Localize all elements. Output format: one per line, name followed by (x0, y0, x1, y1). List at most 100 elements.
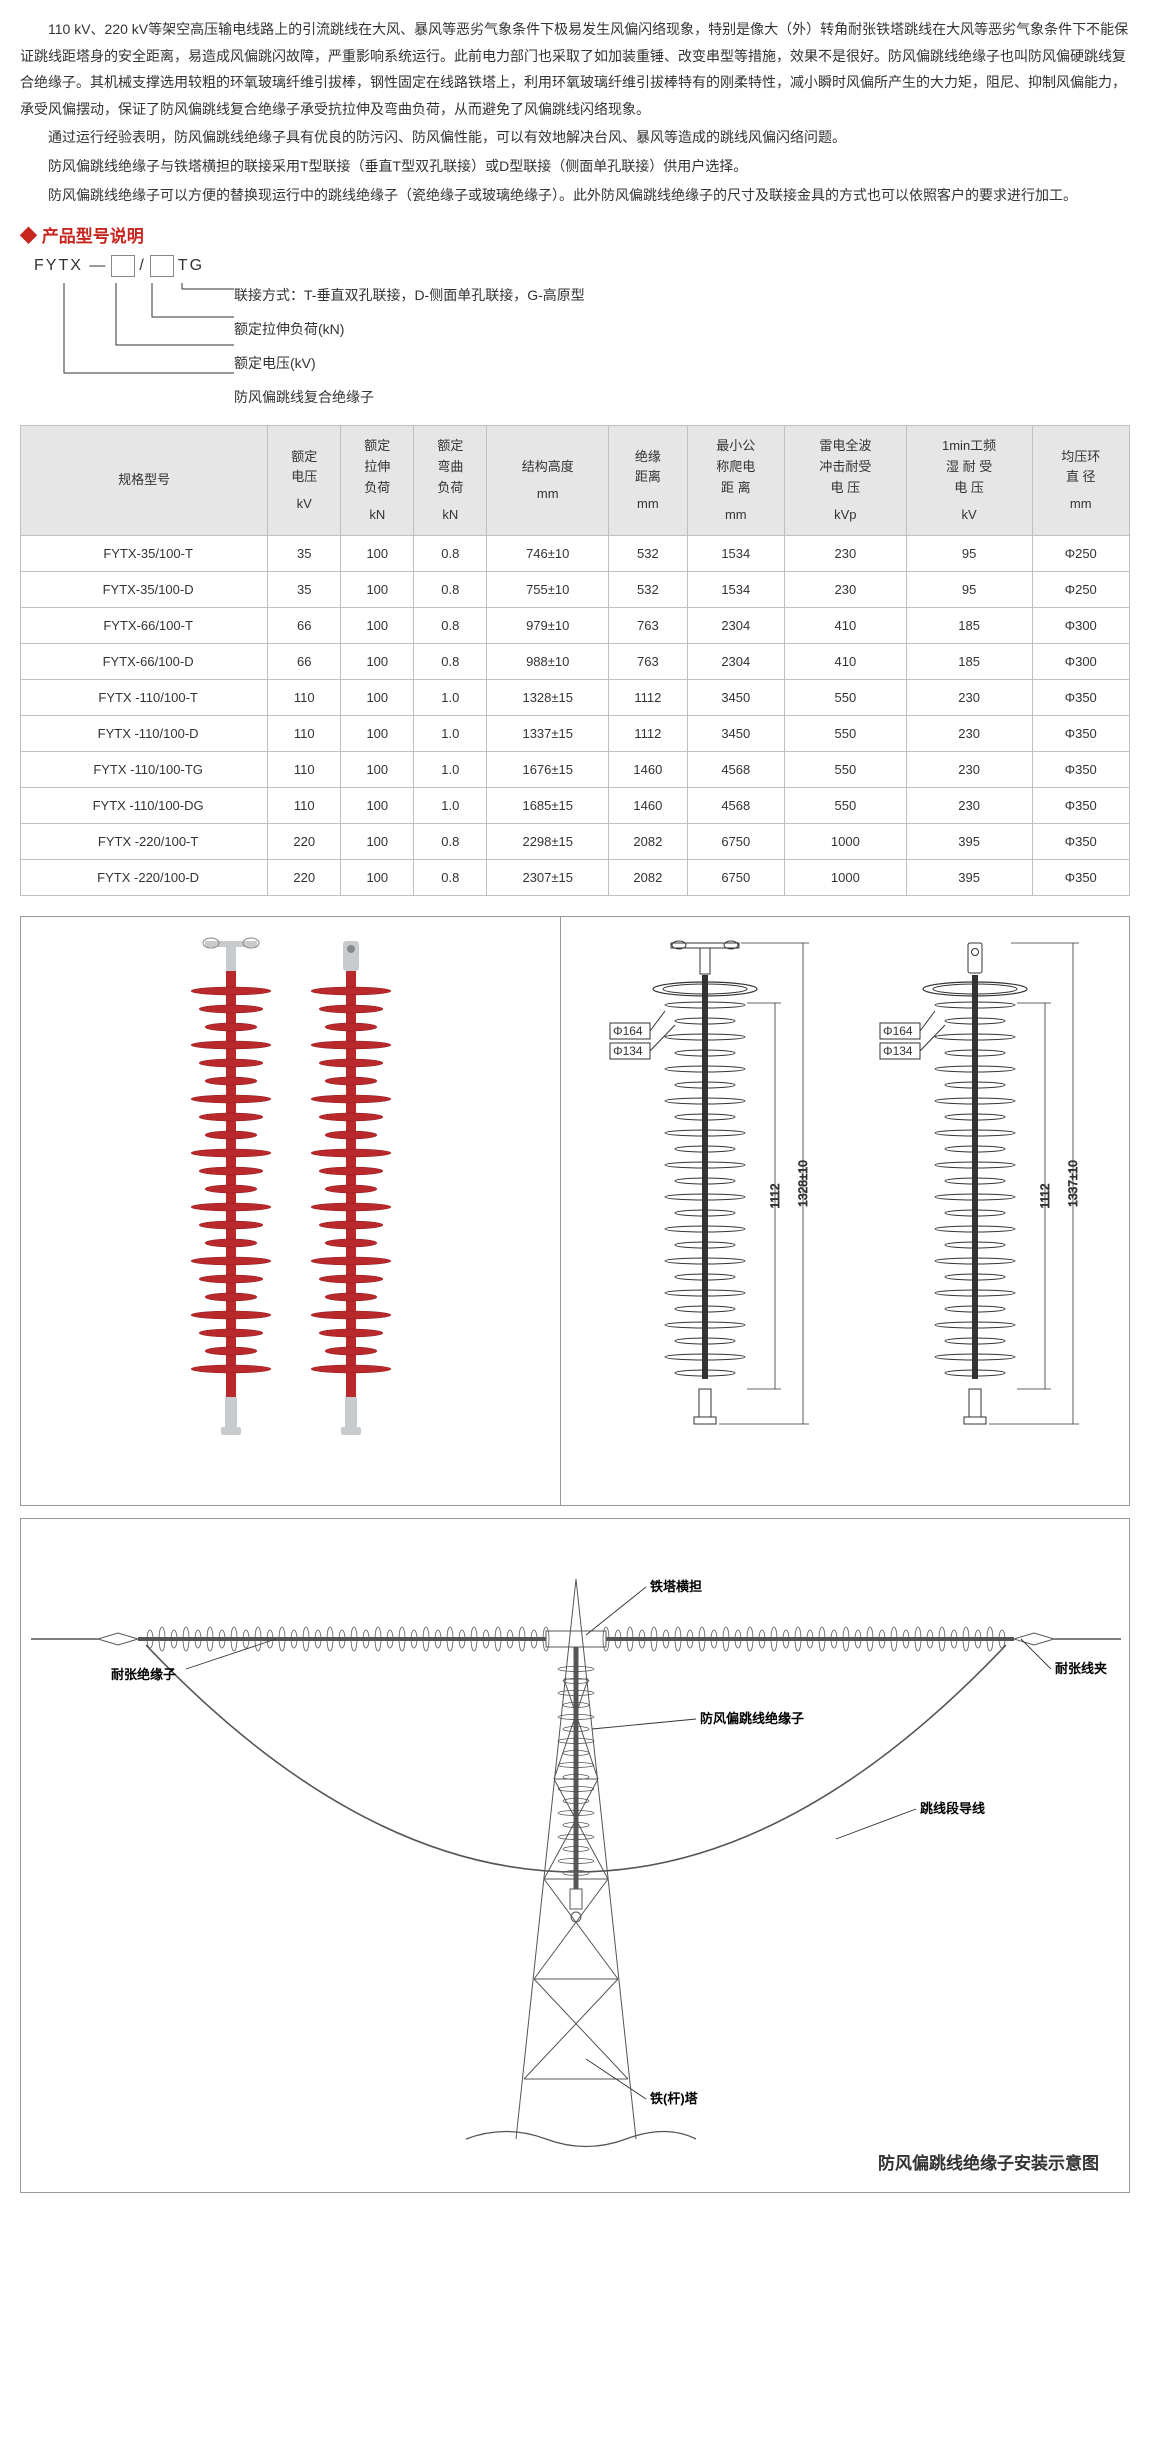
table-cell: 95 (906, 572, 1032, 608)
table-cell: 35 (268, 572, 341, 608)
model-box-2 (150, 255, 174, 277)
table-header: 额定拉伸负荷kN (341, 426, 414, 536)
table-cell: 4568 (687, 788, 784, 824)
table-cell: Φ350 (1032, 716, 1130, 752)
table-cell: 1112 (609, 680, 687, 716)
svg-text:Φ164: Φ164 (883, 1024, 913, 1038)
table-cell: 2304 (687, 608, 784, 644)
install-svg: 铁塔横担 耐张绝缘子 防风偏跳线绝缘子 跳线段导线 耐张线夹 铁(杆)塔 (31, 1539, 1121, 2179)
table-cell: 110 (268, 752, 341, 788)
table-cell: 1000 (784, 860, 906, 896)
table-cell: 2082 (609, 824, 687, 860)
table-cell: 0.8 (414, 644, 487, 680)
table-cell: 6750 (687, 860, 784, 896)
table-cell: 550 (784, 788, 906, 824)
model-code-diagram: FYTX — / TG 联接方式：T-垂直双孔联接，D-侧面单孔联接，G-高原型… (34, 255, 1130, 407)
table-cell: 230 (784, 536, 906, 572)
table-row: FYTX-35/100-D351000.8755±10532153423095Φ… (21, 572, 1130, 608)
table-cell: FYTX -110/100-DG (21, 788, 268, 824)
table-header: 结构高度mm (487, 426, 609, 536)
table-cell: 0.8 (414, 824, 487, 860)
table-cell: 100 (341, 644, 414, 680)
table-cell: 1460 (609, 752, 687, 788)
table-header: 雷电全波冲击耐受电 压kVp (784, 426, 906, 536)
svg-text:Φ134: Φ134 (613, 1044, 643, 1058)
table-cell: Φ350 (1032, 788, 1130, 824)
table-row: FYTX -110/100-TG1101001.01676±1514604568… (21, 752, 1130, 788)
table-header: 均压环直 径mm (1032, 426, 1130, 536)
table-cell: 100 (341, 608, 414, 644)
model-suffix: TG (178, 257, 204, 275)
table-cell: FYTX-35/100-D (21, 572, 268, 608)
table-cell: 532 (609, 572, 687, 608)
svg-text:耐张绝缘子: 耐张绝缘子 (111, 1667, 176, 1682)
table-row: FYTX-66/100-D661000.8988±107632304410185… (21, 644, 1130, 680)
svg-text:1328±10: 1328±10 (796, 1160, 810, 1207)
svg-text:1112: 1112 (768, 1184, 782, 1209)
table-cell: Φ350 (1032, 824, 1130, 860)
section-title: 产品型号说明 (20, 222, 1130, 247)
table-cell: 2304 (687, 644, 784, 680)
table-cell: 6750 (687, 824, 784, 860)
table-cell: Φ250 (1032, 536, 1130, 572)
tech-drawing-svg: Φ164 Φ134 1112 1328±10 Φ164 Φ (575, 931, 1115, 1491)
table-cell: 1.0 (414, 788, 487, 824)
table-cell: 3450 (687, 716, 784, 752)
table-cell: 410 (784, 644, 906, 680)
table-cell: 746±10 (487, 536, 609, 572)
table-cell: Φ350 (1032, 680, 1130, 716)
table-cell: Φ300 (1032, 644, 1130, 680)
table-row: FYTX -110/100-T1101001.01328±15111234505… (21, 680, 1130, 716)
table-cell: 95 (906, 536, 1032, 572)
svg-text:耐张线夹: 耐张线夹 (1055, 1661, 1107, 1676)
svg-text:1337±10: 1337±10 (1066, 1160, 1080, 1207)
table-cell: 110 (268, 680, 341, 716)
table-cell: 230 (906, 716, 1032, 752)
table-cell: 100 (341, 788, 414, 824)
table-cell: FYTX-66/100-D (21, 644, 268, 680)
table-cell: 100 (341, 860, 414, 896)
table-cell: FYTX -220/100-T (21, 824, 268, 860)
table-cell: 100 (341, 572, 414, 608)
svg-text:跳线段导线: 跳线段导线 (920, 1801, 985, 1816)
table-cell: 230 (906, 752, 1032, 788)
model-line-2: 额定拉伸负荷(kN) (234, 319, 585, 339)
table-header: 1min工频湿 耐 受电 压kV (906, 426, 1032, 536)
table-cell: Φ250 (1032, 572, 1130, 608)
table-cell: 3450 (687, 680, 784, 716)
table-cell: 1460 (609, 788, 687, 824)
table-cell: 1.0 (414, 680, 487, 716)
table-cell: 532 (609, 536, 687, 572)
table-cell: 100 (341, 680, 414, 716)
table-cell: 1000 (784, 824, 906, 860)
table-cell: 220 (268, 860, 341, 896)
tech-drawing-cell: Φ164 Φ134 1112 1328±10 Φ164 Φ (560, 917, 1129, 1505)
table-cell: 100 (341, 824, 414, 860)
table-cell: 185 (906, 608, 1032, 644)
table-cell: 1534 (687, 536, 784, 572)
table-cell: 66 (268, 644, 341, 680)
table-cell: 1.0 (414, 716, 487, 752)
table-cell: 100 (341, 716, 414, 752)
table-cell: 4568 (687, 752, 784, 788)
svg-text:1112: 1112 (1038, 1184, 1052, 1209)
table-cell: 979±10 (487, 608, 609, 644)
table-cell: 550 (784, 716, 906, 752)
table-cell: FYTX -110/100-TG (21, 752, 268, 788)
install-diagram: 铁塔横担 耐张绝缘子 防风偏跳线绝缘子 跳线段导线 耐张线夹 铁(杆)塔 防风偏… (20, 1518, 1130, 2193)
table-row: FYTX-66/100-T661000.8979±107632304410185… (21, 608, 1130, 644)
table-cell: 1685±15 (487, 788, 609, 824)
table-cell: 1.0 (414, 752, 487, 788)
table-cell: Φ300 (1032, 608, 1130, 644)
table-cell: 0.8 (414, 572, 487, 608)
table-cell: 230 (906, 788, 1032, 824)
table-cell: 550 (784, 752, 906, 788)
table-cell: 410 (784, 608, 906, 644)
table-cell: 0.8 (414, 608, 487, 644)
table-row: FYTX-35/100-T351000.8746±10532153423095Φ… (21, 536, 1130, 572)
svg-text:Φ134: Φ134 (883, 1044, 913, 1058)
table-cell: 763 (609, 644, 687, 680)
intro-p3: 防风偏跳线绝缘子与铁塔横担的联接采用T型联接（垂直T型双孔联接）或D型联接（侧面… (20, 153, 1130, 180)
table-cell: 230 (906, 680, 1032, 716)
table-cell: Φ350 (1032, 752, 1130, 788)
